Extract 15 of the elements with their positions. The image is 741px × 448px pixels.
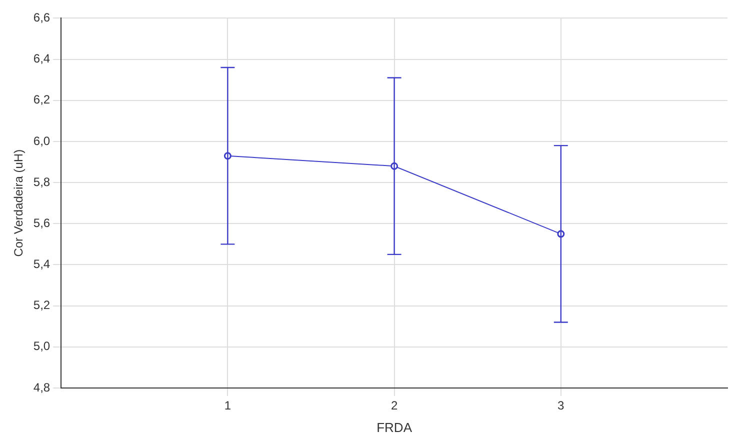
- y-tick-label: 5,2: [33, 298, 50, 312]
- y-tick-label: 5,8: [33, 174, 50, 189]
- y-tick-label: 6,2: [33, 92, 50, 107]
- y-tick-label: 4,8: [33, 380, 50, 394]
- y-tick-label: 6,0: [33, 134, 50, 148]
- y-tick-label: 5,6: [33, 216, 50, 230]
- y-tick-label: 6,4: [33, 52, 50, 66]
- y-tick-label: 5,4: [33, 257, 50, 272]
- y-tick-label: 6,6: [33, 10, 50, 25]
- y-tick-label: 5,0: [33, 339, 50, 354]
- x-tick-label: 2: [390, 398, 398, 413]
- y-axis-title: Cor Verdadeira (uH): [12, 149, 26, 257]
- x-tick-label: 1: [224, 398, 232, 413]
- x-tick-label: 3: [558, 398, 565, 413]
- x-axis-title: FRDA: [376, 420, 412, 435]
